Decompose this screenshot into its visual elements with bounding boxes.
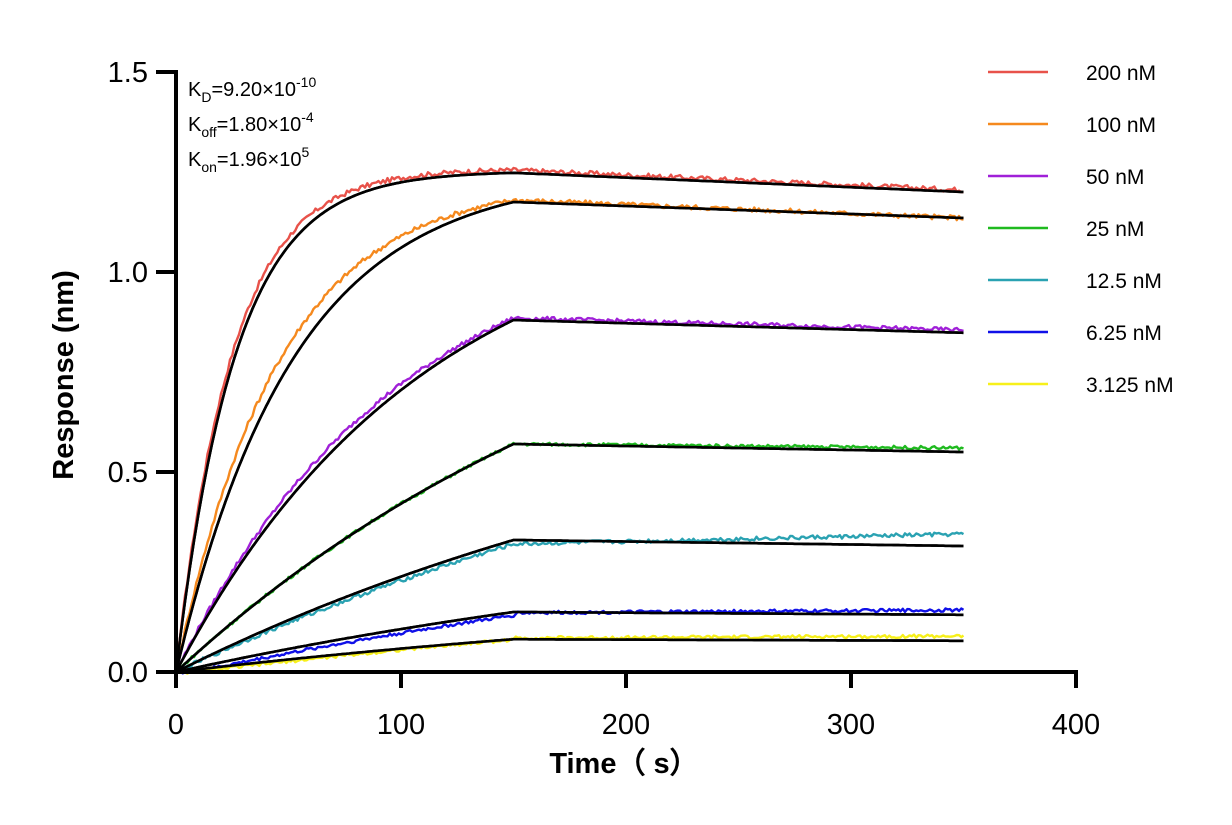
x-tick-label: 200: [602, 709, 650, 741]
fit-curve-overlay: [175, 610, 964, 674]
y-ticks: 0.0 0.5 1.0 1.5: [108, 57, 176, 689]
kd-annotation: KD=9.20×10-10: [188, 74, 316, 105]
x-tick-label: 400: [1052, 709, 1100, 741]
fit-curve-overlay: [174, 200, 964, 673]
legend-label: 25 nM: [1086, 218, 1144, 241]
kon-text: =1.96×10: [217, 149, 302, 171]
data-series: [174, 166, 965, 675]
kd-sub: D: [201, 89, 211, 105]
y-axis-title: Response (nm): [48, 270, 80, 479]
legend-label: 12.5 nM: [1086, 270, 1162, 293]
koff-base: K: [188, 114, 202, 136]
kd-text: =9.20×10: [211, 79, 296, 101]
kinetic-annotations: KD=9.20×10-10 Koff=1.80×10-4 Kon=1.96×10…: [188, 74, 316, 175]
y-tick-label: 0.5: [108, 457, 148, 489]
koff-text: =1.80×10: [217, 114, 302, 136]
fit-curve: [175, 637, 964, 674]
kon-sub: on: [201, 159, 217, 175]
fit-curve-overlay: [174, 318, 964, 673]
series-line: [174, 198, 964, 673]
fit-curve: [174, 200, 964, 673]
kon-sup: 5: [301, 144, 309, 160]
fit-curve: [174, 171, 964, 673]
koff-sub: off: [201, 124, 216, 140]
x-tick-label: 300: [827, 709, 875, 741]
fit-curve-overlay: [175, 442, 964, 673]
series-line: [174, 166, 964, 673]
legend-label: 6.25 nM: [1086, 322, 1162, 345]
kon-annotation: Kon=1.96×105: [188, 144, 309, 175]
legend-label: 3.125 nM: [1086, 374, 1174, 397]
legend-label: 200 nM: [1086, 62, 1156, 85]
x-tick-label: 100: [377, 709, 425, 741]
fit-curve-overlay: [175, 637, 964, 674]
series-line: [174, 315, 964, 673]
y-tick-label: 1.5: [108, 57, 148, 89]
fit-curve-overlay: [175, 538, 964, 674]
y-tick-label: 0.0: [108, 657, 148, 689]
koff-annotation: Koff=1.80×10-4: [188, 109, 314, 140]
x-ticks: 0 100 200 300 400: [168, 672, 1100, 741]
x-axis-title: Time（ s）: [549, 747, 698, 780]
koff-sup: -4: [301, 109, 314, 125]
legend: 200 nM 100 nM 50 nM 25 nM 12.5 nM 6.25 nM 3.12…: [988, 62, 1174, 397]
kd-sup: -10: [296, 74, 316, 90]
x-tick-label: 0: [168, 709, 184, 741]
series-line: [176, 633, 965, 675]
fit-curves: [174, 171, 964, 674]
legend-label: 50 nM: [1086, 166, 1144, 189]
legend-label: 100 nM: [1086, 114, 1156, 137]
series-line: [175, 531, 965, 674]
kon-base: K: [188, 149, 202, 171]
kd-base: K: [188, 79, 202, 101]
y-tick-label: 1.0: [108, 257, 148, 289]
fit-curve-overlay: [174, 171, 964, 673]
axes: [174, 70, 1078, 674]
fit-curves-overlay: [174, 171, 964, 674]
